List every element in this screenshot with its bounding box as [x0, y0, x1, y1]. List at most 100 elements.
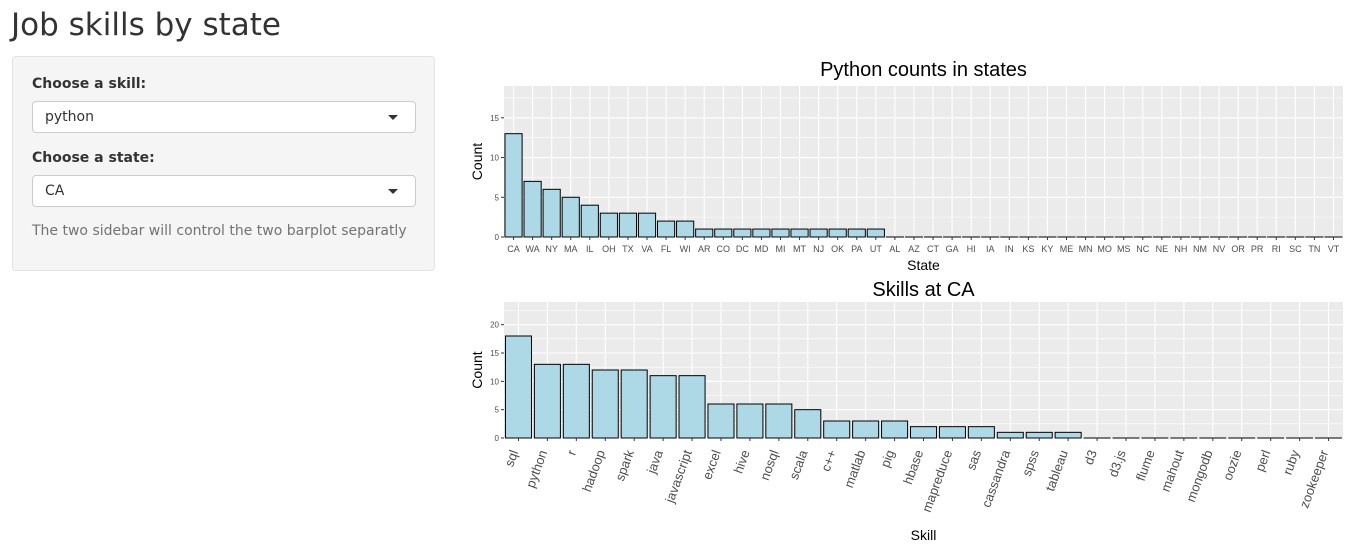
y-tick-label: 10 — [490, 377, 499, 386]
bar-NY — [542, 188, 561, 238]
x-tick-label: HI — [967, 244, 976, 254]
x-tick-label: NC — [1136, 244, 1149, 254]
x-tick-label: UT — [870, 244, 882, 254]
skill-select[interactable]: python — [32, 101, 416, 133]
y-tick-label: 5 — [495, 193, 500, 202]
x-tick-label: sas — [963, 447, 984, 472]
page-title: Job skills by state — [11, 7, 281, 43]
x-tick-label: FL — [661, 244, 672, 254]
x-tick-label: hbase — [900, 448, 926, 486]
x-tick-label: tableau — [1042, 448, 1071, 493]
bar-IL — [580, 204, 599, 238]
x-tick-label: AR — [698, 244, 711, 254]
bar-MA — [561, 196, 580, 238]
bar-mapreduce — [938, 426, 966, 439]
x-tick-label: VT — [1328, 244, 1340, 254]
state-select-label: Choose a state: — [32, 150, 155, 166]
x-tick-label: GA — [946, 244, 959, 254]
y-tick-label: 10 — [490, 154, 499, 163]
x-tick-label: hadoop — [579, 448, 608, 494]
y-tick-label: 0 — [495, 434, 500, 443]
state-select[interactable]: CA — [32, 175, 416, 207]
bar-OK — [828, 228, 847, 238]
bar-matlab — [852, 420, 880, 439]
x-tick-label: java — [643, 447, 666, 476]
x-tick-label: WI — [680, 244, 691, 254]
bar-hive — [736, 403, 764, 439]
y-tick-label: 15 — [490, 114, 499, 123]
x-tick-label: DC — [736, 244, 749, 254]
chart-title: Python counts in states — [820, 59, 1027, 81]
x-tick-label: spss — [1019, 447, 1042, 478]
bar-hbase — [909, 426, 938, 439]
x-tick-label: MD — [754, 244, 768, 254]
x-tick-label: hive — [730, 448, 752, 476]
bar-MD — [752, 228, 771, 238]
x-tick-label: NH — [1174, 244, 1187, 254]
x-tick-label: NM — [1193, 244, 1207, 254]
bar-MI — [771, 228, 790, 238]
x-tick-label: pig — [877, 448, 897, 469]
bar-CA — [504, 133, 523, 238]
x-tick-label: excel — [699, 448, 724, 482]
x-tick-label: VA — [641, 244, 652, 254]
y-tick-label: 5 — [495, 406, 500, 415]
bar-spark — [620, 369, 648, 439]
bar-excel — [707, 403, 735, 439]
x-tick-label: MA — [564, 244, 578, 254]
x-tick-label: AZ — [908, 244, 920, 254]
x-tick-label: KY — [1041, 244, 1053, 254]
bar-AR — [695, 228, 714, 238]
bar-sas — [967, 426, 995, 439]
bar-nosql — [765, 403, 793, 439]
y-axis-title: Count — [469, 143, 485, 180]
x-tick-label: MO — [1097, 244, 1112, 254]
bar-FL — [656, 220, 676, 238]
x-tick-label: CO — [717, 244, 731, 254]
x-tick-label: IA — [986, 244, 995, 254]
x-tick-label: IL — [586, 244, 594, 254]
bar-sql — [504, 335, 532, 439]
x-tick-label: python — [523, 448, 550, 490]
bar-VA — [637, 212, 657, 238]
bar-TX — [618, 212, 638, 238]
x-tick-label: matlab — [841, 448, 868, 490]
x-tick-label: perl — [1252, 448, 1274, 474]
x-tick-label: nosql — [757, 448, 782, 482]
bar-WA — [523, 180, 542, 238]
bar-hadoop — [591, 369, 619, 439]
chevron-down-icon — [388, 189, 398, 194]
x-tick-label: CA — [507, 244, 520, 254]
x-tick-label: TX — [622, 244, 634, 254]
x-tick-label: IN — [1005, 244, 1014, 254]
x-tick-label: TN — [1308, 244, 1320, 254]
x-tick-label: MI — [775, 244, 785, 254]
x-tick-label: oozie — [1220, 448, 1245, 482]
bar-DC — [733, 228, 752, 238]
x-tick-label: javascript — [662, 448, 695, 506]
sidebar-panel: Choose a skill: python Choose a state: C… — [12, 56, 435, 271]
skill-select-label: Choose a skill: — [32, 76, 147, 92]
skill-count-chart-svg: 0 5 10 15 20 sql python r hadoop spark javajavascr… — [469, 279, 1343, 543]
x-tick-label: MT — [793, 244, 806, 254]
x-tick-label: SC — [1289, 244, 1302, 254]
chart-title: Skills at CA — [872, 279, 975, 301]
x-tick-label: CT — [927, 244, 939, 254]
skill-select-value: python — [45, 109, 94, 125]
bar-NJ — [809, 228, 828, 238]
x-tick-label: cassandra — [979, 447, 1014, 509]
x-tick-label: ME — [1060, 244, 1074, 254]
plot-panel — [504, 86, 1343, 237]
x-tick-label: OK — [831, 244, 844, 254]
x-tick-label: OH — [602, 244, 616, 254]
x-tick-label: NE — [1156, 244, 1169, 254]
x-tick-label: zookeeper — [1296, 447, 1331, 510]
x-tick-label: ruby — [1280, 447, 1303, 476]
state-count-chart: 0 5 10 15 CA WA NY MA IL OH TX VA FL WI AR CO DC MD MI MT NJ… — [458, 52, 1351, 274]
x-tick-label: WA — [526, 244, 540, 254]
bar-python — [533, 363, 561, 439]
bar-cassandra — [996, 431, 1024, 439]
x-tick-label: scala — [786, 447, 811, 481]
x-axis-title: State — [907, 257, 940, 273]
state-select-value: CA — [45, 183, 65, 199]
